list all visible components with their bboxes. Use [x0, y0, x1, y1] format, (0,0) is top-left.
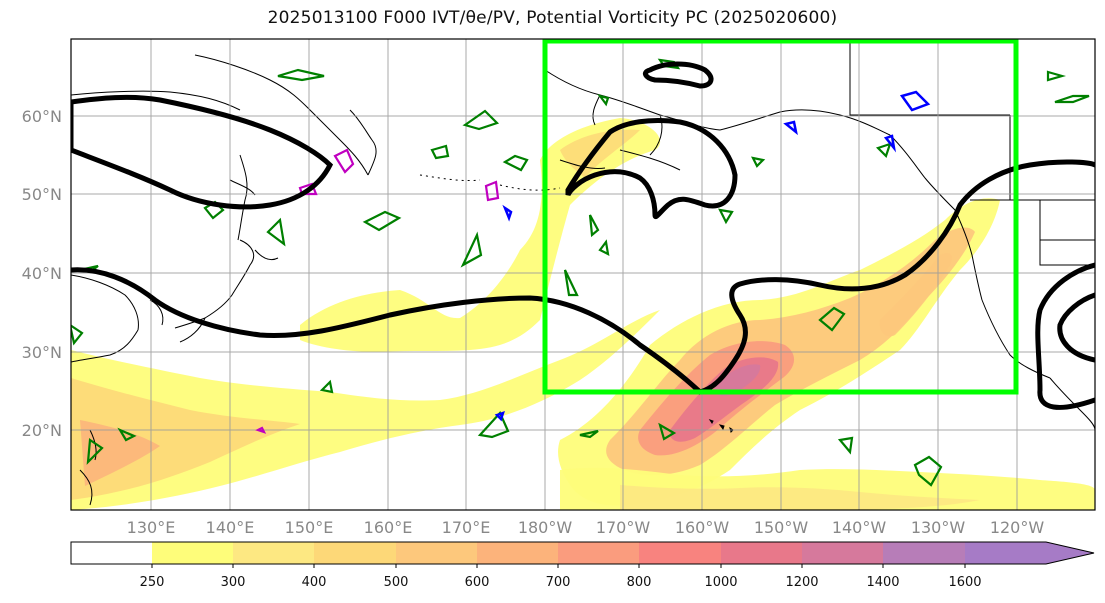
colorbar-tick-label: 600 — [465, 575, 490, 590]
colorbar-bin — [71, 542, 152, 564]
colorbar-tick-label: 1400 — [866, 575, 899, 590]
map-title: 2025013100 F000 IVT/θe/PV, Potential Vor… — [267, 8, 838, 28]
pv-contours — [71, 61, 1095, 410]
colorbar-bin — [558, 542, 639, 564]
theta-e-contours — [71, 58, 1090, 487]
colorbar: 250 300 400 500 600 700 800 1000 1200 14… — [70, 541, 1095, 590]
colorbar-bin — [802, 542, 883, 564]
colorbar-tick-label: 700 — [546, 575, 571, 590]
colorbar-tick-label: 300 — [221, 575, 246, 590]
colorbar-bin — [721, 542, 802, 564]
pv-contour-north-loop — [642, 61, 714, 89]
lat-label: 60°N — [22, 107, 62, 126]
map-frame — [70, 38, 1096, 511]
lon-label: 160°E — [364, 518, 413, 537]
colorbar-extend-arrow — [965, 542, 1094, 564]
colorbar-tick-label: 500 — [384, 575, 409, 590]
lon-label: 130°W — [911, 518, 966, 537]
lon-axis: 130°E 140°E 150°E 160°E 170°E 180°W 170°… — [127, 518, 1045, 537]
colorbar-tick-label: 250 — [140, 575, 165, 590]
lon-label: 150°W — [754, 518, 809, 537]
lat-label: 20°N — [22, 421, 62, 440]
lon-label: 180°W — [518, 518, 573, 537]
lat-label: 50°N — [22, 185, 62, 204]
ivt-band-south-inner — [620, 485, 980, 510]
colorbar-tick-label: 800 — [627, 575, 652, 590]
lon-label: 160°W — [675, 518, 730, 537]
colorbar-tick-label: 1600 — [948, 575, 981, 590]
lon-label: 140°W — [832, 518, 887, 537]
lon-label: 170°E — [442, 518, 491, 537]
ivt-band-west — [71, 310, 660, 510]
ivt-ar-peak — [714, 364, 761, 396]
colorbar-bin — [233, 542, 314, 564]
lat-label: 30°N — [22, 343, 62, 362]
colorbar-tick-label: 400 — [302, 575, 327, 590]
lat-axis: 60°N 50°N 40°N 30°N 20°N — [22, 107, 62, 440]
colorbar-bin — [639, 542, 721, 564]
map-panel — [71, 39, 1095, 510]
colorbar-bin — [314, 542, 396, 564]
lat-label: 40°N — [22, 264, 62, 283]
lon-label: 150°E — [285, 518, 334, 537]
pv-contour-east-cutoff-inner — [1057, 292, 1095, 363]
lon-label: 170°W — [596, 518, 651, 537]
blue-contours — [494, 90, 931, 422]
lon-label: 140°E — [206, 518, 255, 537]
ivt-band-west-core — [80, 420, 160, 486]
ivt-band-mid — [300, 118, 661, 352]
pv-contour-north-west — [71, 94, 334, 210]
colorbar-outline — [70, 541, 1095, 565]
highlight-box — [542, 39, 1019, 395]
colorbar-tick-label: 1000 — [704, 575, 737, 590]
lon-label: 120°W — [990, 518, 1045, 537]
pv-contour-east-cutoff — [1035, 262, 1095, 410]
colorbar-tick-label: 1200 — [785, 575, 818, 590]
ivt-band-west-inner — [71, 378, 300, 500]
colorbar-bin — [477, 542, 558, 564]
ivt-ar-ne-inner — [879, 253, 952, 337]
colorbar-bin — [396, 542, 477, 564]
pv-contour-alaska — [565, 117, 738, 220]
pv-contour-main — [71, 159, 1095, 395]
colorbar-bin — [883, 542, 965, 564]
colorbar-bin — [152, 542, 233, 564]
lon-label: 130°E — [127, 518, 176, 537]
